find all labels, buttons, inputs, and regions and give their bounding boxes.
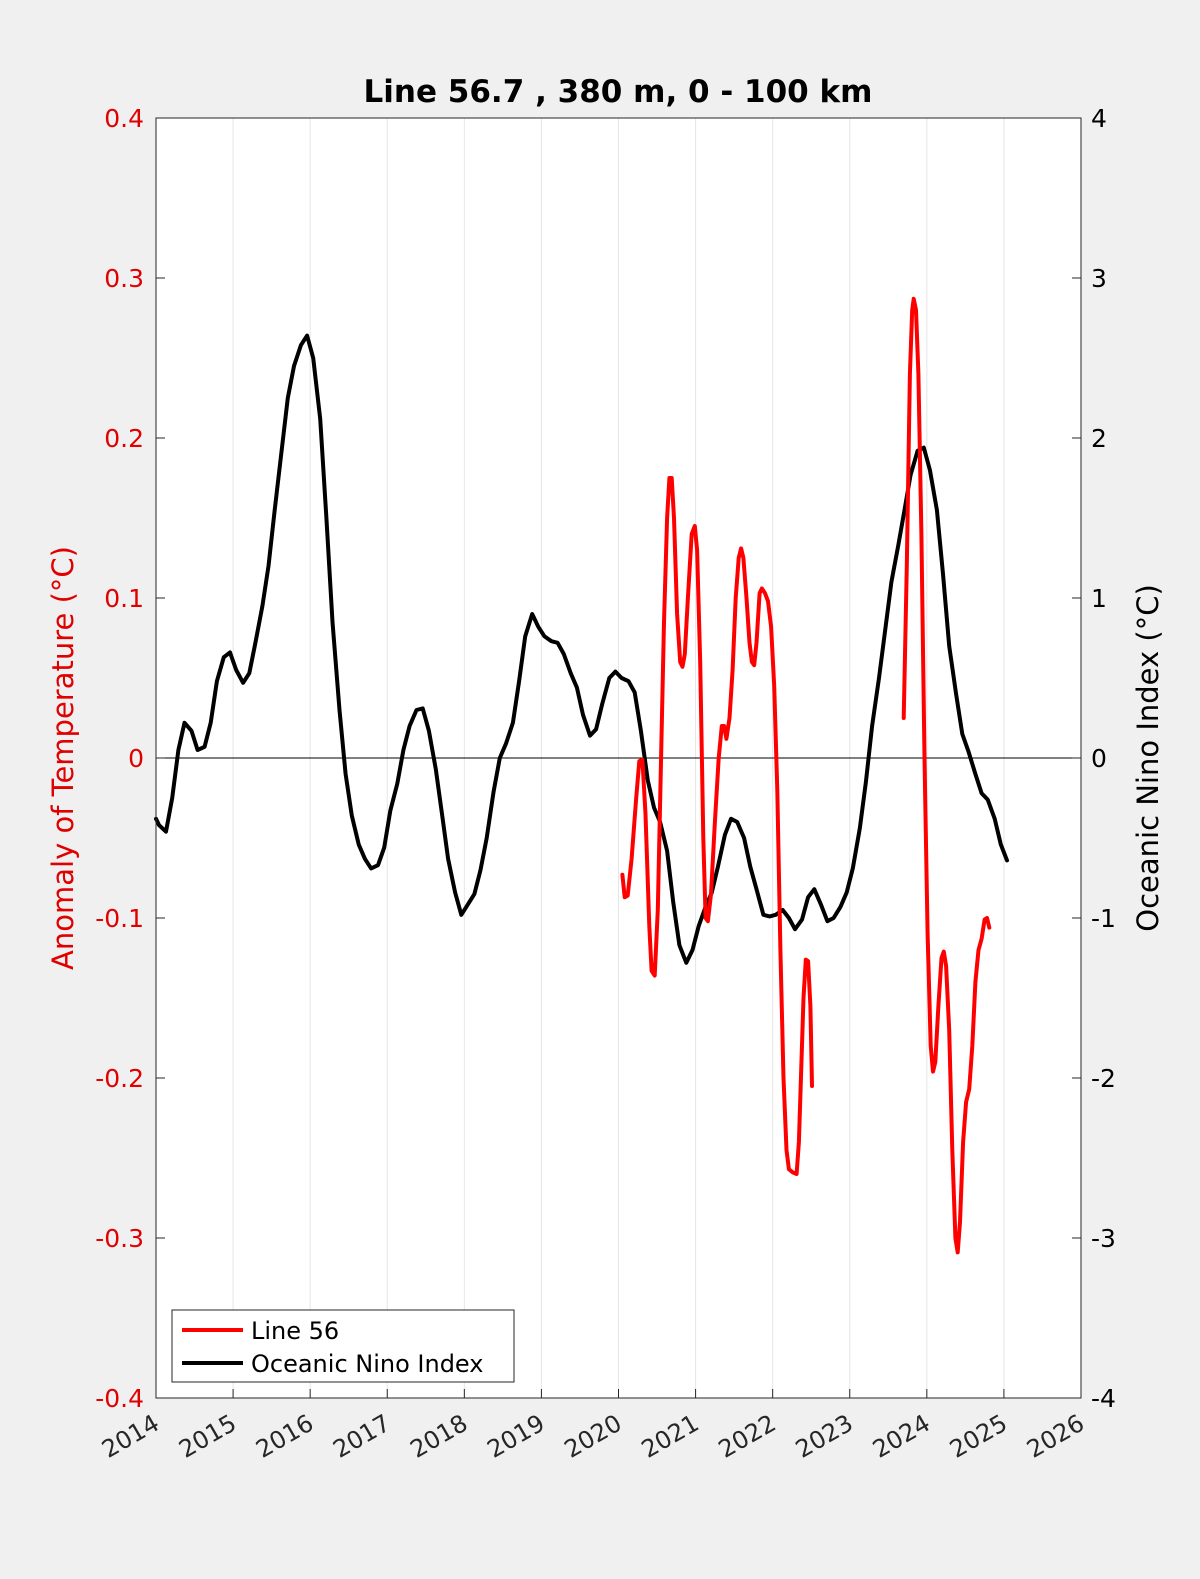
left-tick-label: 0.1: [104, 584, 144, 613]
x-tick-label: 2020: [560, 1409, 627, 1464]
left-tick-label: -0.1: [95, 904, 144, 933]
x-tick-label: 2018: [405, 1409, 472, 1464]
right-tick-label: 4: [1091, 104, 1107, 133]
x-tick-label: 2014: [97, 1409, 164, 1464]
x-axis: 2014 2015 2016 2017 2018 2019 2020 2021 2022 2023…: [97, 1389, 1089, 1464]
x-tick-label: 2016: [251, 1409, 318, 1464]
x-tick-label: 2024: [868, 1409, 935, 1464]
series-group: [154, 296, 1009, 1255]
legend[interactable]: Line 56 Oceanic Nino Index: [171, 1309, 515, 1383]
left-tick-label: -0.3: [95, 1224, 144, 1253]
series-line-line56: [620, 476, 814, 1176]
left-tick-label: -0.2: [95, 1064, 144, 1093]
x-tick-label: 2017: [328, 1409, 395, 1464]
left-tick-label: 0.2: [104, 424, 144, 453]
x-tick-label: 2022: [714, 1409, 781, 1464]
chart-title: Line 56.7 , 380 m, 0 - 100 km: [364, 74, 873, 110]
left-tick-label: -0.4: [95, 1384, 144, 1413]
left-axis-label: Anomaly of Temperature (°C): [46, 546, 80, 970]
series-line-oceanic-nino-index: [154, 333, 1009, 965]
right-tick-label: 3: [1091, 264, 1107, 293]
right-tick-label: 2: [1091, 424, 1107, 453]
legend-label-oni: Oceanic Nino Index: [251, 1350, 483, 1378]
left-tick-label: 0.3: [104, 264, 144, 293]
x-tick-label: 2026: [1022, 1409, 1089, 1464]
right-axis: -4 -3 -2 -1 0 1 2 3 4: [1072, 104, 1116, 1413]
series-line-line56: [901, 296, 992, 1255]
right-tick-label: 1: [1091, 584, 1107, 613]
legend-label-line56: Line 56: [251, 1317, 339, 1345]
x-tick-label: 2015: [174, 1409, 241, 1464]
left-tick-label: 0: [128, 744, 144, 773]
left-axis: -0.4 -0.3 -0.2 -0.1 0 0.1 0.2 0.3 0.4: [95, 104, 165, 1413]
x-tick-label: 2025: [945, 1409, 1012, 1464]
right-tick-label: 0: [1091, 744, 1107, 773]
x-tick-label: 2021: [637, 1409, 704, 1464]
x-tick-label: 2023: [791, 1409, 858, 1464]
right-tick-label: -4: [1091, 1384, 1116, 1413]
x-tick-label: 2019: [483, 1409, 550, 1464]
legend-box: [171, 1309, 515, 1383]
right-axis-label: Oceanic Nino Index (°C): [1131, 584, 1165, 932]
right-tick-label: -3: [1091, 1224, 1116, 1253]
right-tick-label: -2: [1091, 1064, 1116, 1093]
left-tick-label: 0.4: [104, 104, 144, 133]
right-tick-label: -1: [1091, 904, 1116, 933]
